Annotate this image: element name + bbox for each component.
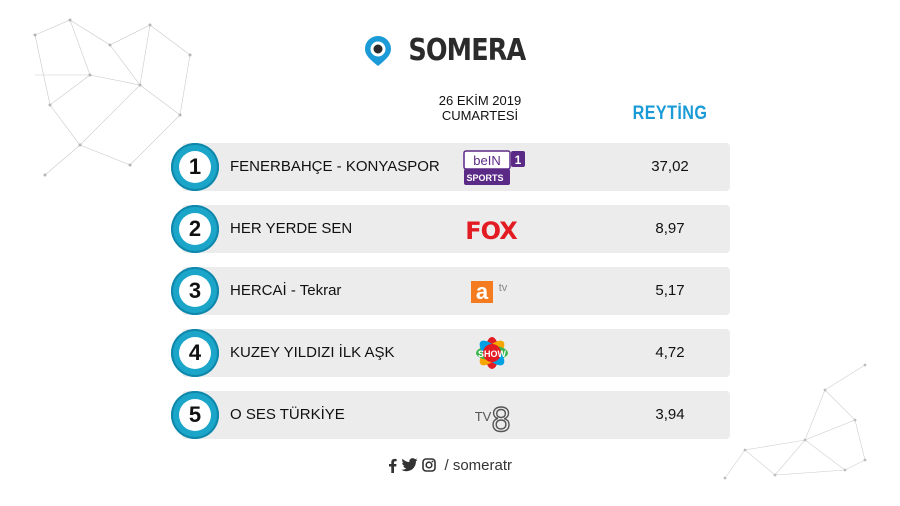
show-title: HER YERDE SEN [230,220,353,237]
table-row [182,267,730,315]
rank-number: 1 [179,151,211,183]
table-row [182,329,730,377]
rank-badge: 3 [171,267,219,315]
date-line: 26 EKİM 2019 [438,93,522,108]
rating-value: 5,17 [655,282,685,299]
rating-value: 37,02 [651,158,689,175]
network-decoration-bottom-right [723,363,867,480]
rating-value: 8,97 [655,220,685,237]
table-row [182,205,730,253]
brand-name: SOMERA [408,33,526,68]
rating-value: 3,94 [655,406,685,423]
rating-value: 4,72 [655,344,685,361]
channel-logo-fox: FOX [463,205,527,253]
fox-text: FOX [465,217,518,245]
facebook-icon[interactable] [388,458,397,473]
rank-number: 3 [179,275,211,307]
show-title: KUZEY YILDIZI İLK AŞK [230,344,395,361]
rank-number: 2 [179,213,211,245]
atv-tv: tv [499,282,508,294]
rank-badge: 5 [171,391,219,439]
rank-badge: 4 [171,329,219,377]
weekday-line: CUMARTESİ [441,108,519,123]
table-row [182,143,730,191]
network-decoration-top-left [33,18,192,177]
tv8-tv: TV [475,409,492,424]
social-handle[interactable]: / someratr [444,456,513,474]
rank-number: 5 [179,399,211,431]
show-title: O SES TÜRKİYE [230,406,345,423]
bein-text: beIN [473,153,500,168]
instagram-icon[interactable] [422,458,437,472]
rank-number: 4 [179,337,211,369]
social-footer: / someratr [0,456,900,474]
twitter-icon[interactable] [401,458,418,472]
show-title: FENERBAHÇE - KONYASPOR [230,158,440,175]
rank-badge: 2 [171,205,219,253]
table-row [182,391,730,439]
bein-sub: SPORTS [466,173,503,183]
atv-a: a [476,279,489,304]
channel-logo-show: SHOW [463,329,527,377]
tv8-8: 8 [491,401,511,439]
brand-logo: SOMERA [0,33,900,72]
bein-num: 1 [515,153,522,167]
rating-header: REYTİNG [632,103,708,124]
channel-logo-atv: a tv [463,267,527,315]
channel-logo-bein-sports: beIN SPORTS 1 [463,143,527,191]
show-text: SHOW [478,349,507,359]
show-title: HERCAİ - Tekrar [230,282,342,299]
location-pin-icon [365,35,392,66]
channel-logo-tv8: TV 8 [463,391,527,439]
date-block: 26 EKİM 2019 CUMARTESİ [400,93,560,123]
rank-badge: 1 [171,143,219,191]
